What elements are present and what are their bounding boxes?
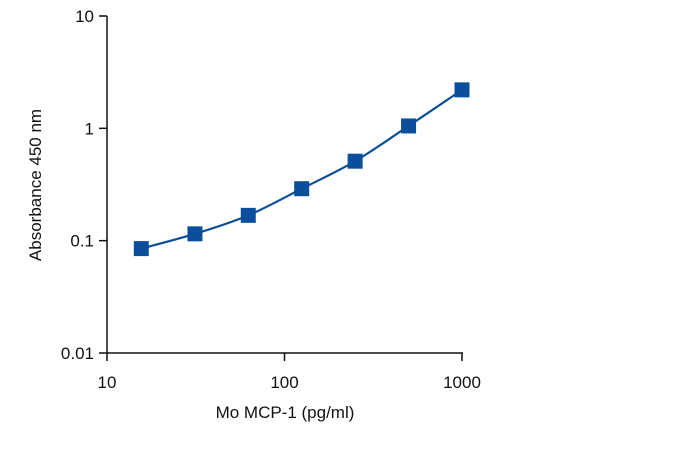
data-point-marker: [240, 207, 256, 223]
x-tick-label: 100: [270, 373, 298, 392]
x-tick-label: 1000: [443, 373, 481, 392]
x-ticks: 10 100 1000: [98, 353, 481, 392]
axes: [106, 16, 463, 354]
y-tick-label: 1: [85, 119, 94, 138]
data-point-marker: [347, 153, 363, 169]
fit-curve: [140, 88, 463, 250]
data-point-marker: [133, 241, 149, 257]
data-point-marker: [294, 181, 310, 197]
data-point-marker: [454, 82, 470, 98]
data-point-marker: [401, 118, 417, 134]
y-axis-title: Absorbance 450 nm: [26, 109, 45, 261]
y-ticks: 0.01 0.1 1 10: [61, 7, 107, 363]
x-axis-title: Mo MCP-1 (pg/ml): [216, 403, 355, 422]
x-tick-label: 10: [98, 373, 117, 392]
y-tick-label: 0.1: [70, 232, 94, 251]
data-point-marker: [187, 226, 203, 242]
plot-area: [133, 82, 470, 257]
y-tick-label: 10: [75, 7, 94, 26]
y-tick-label: 0.01: [61, 344, 94, 363]
